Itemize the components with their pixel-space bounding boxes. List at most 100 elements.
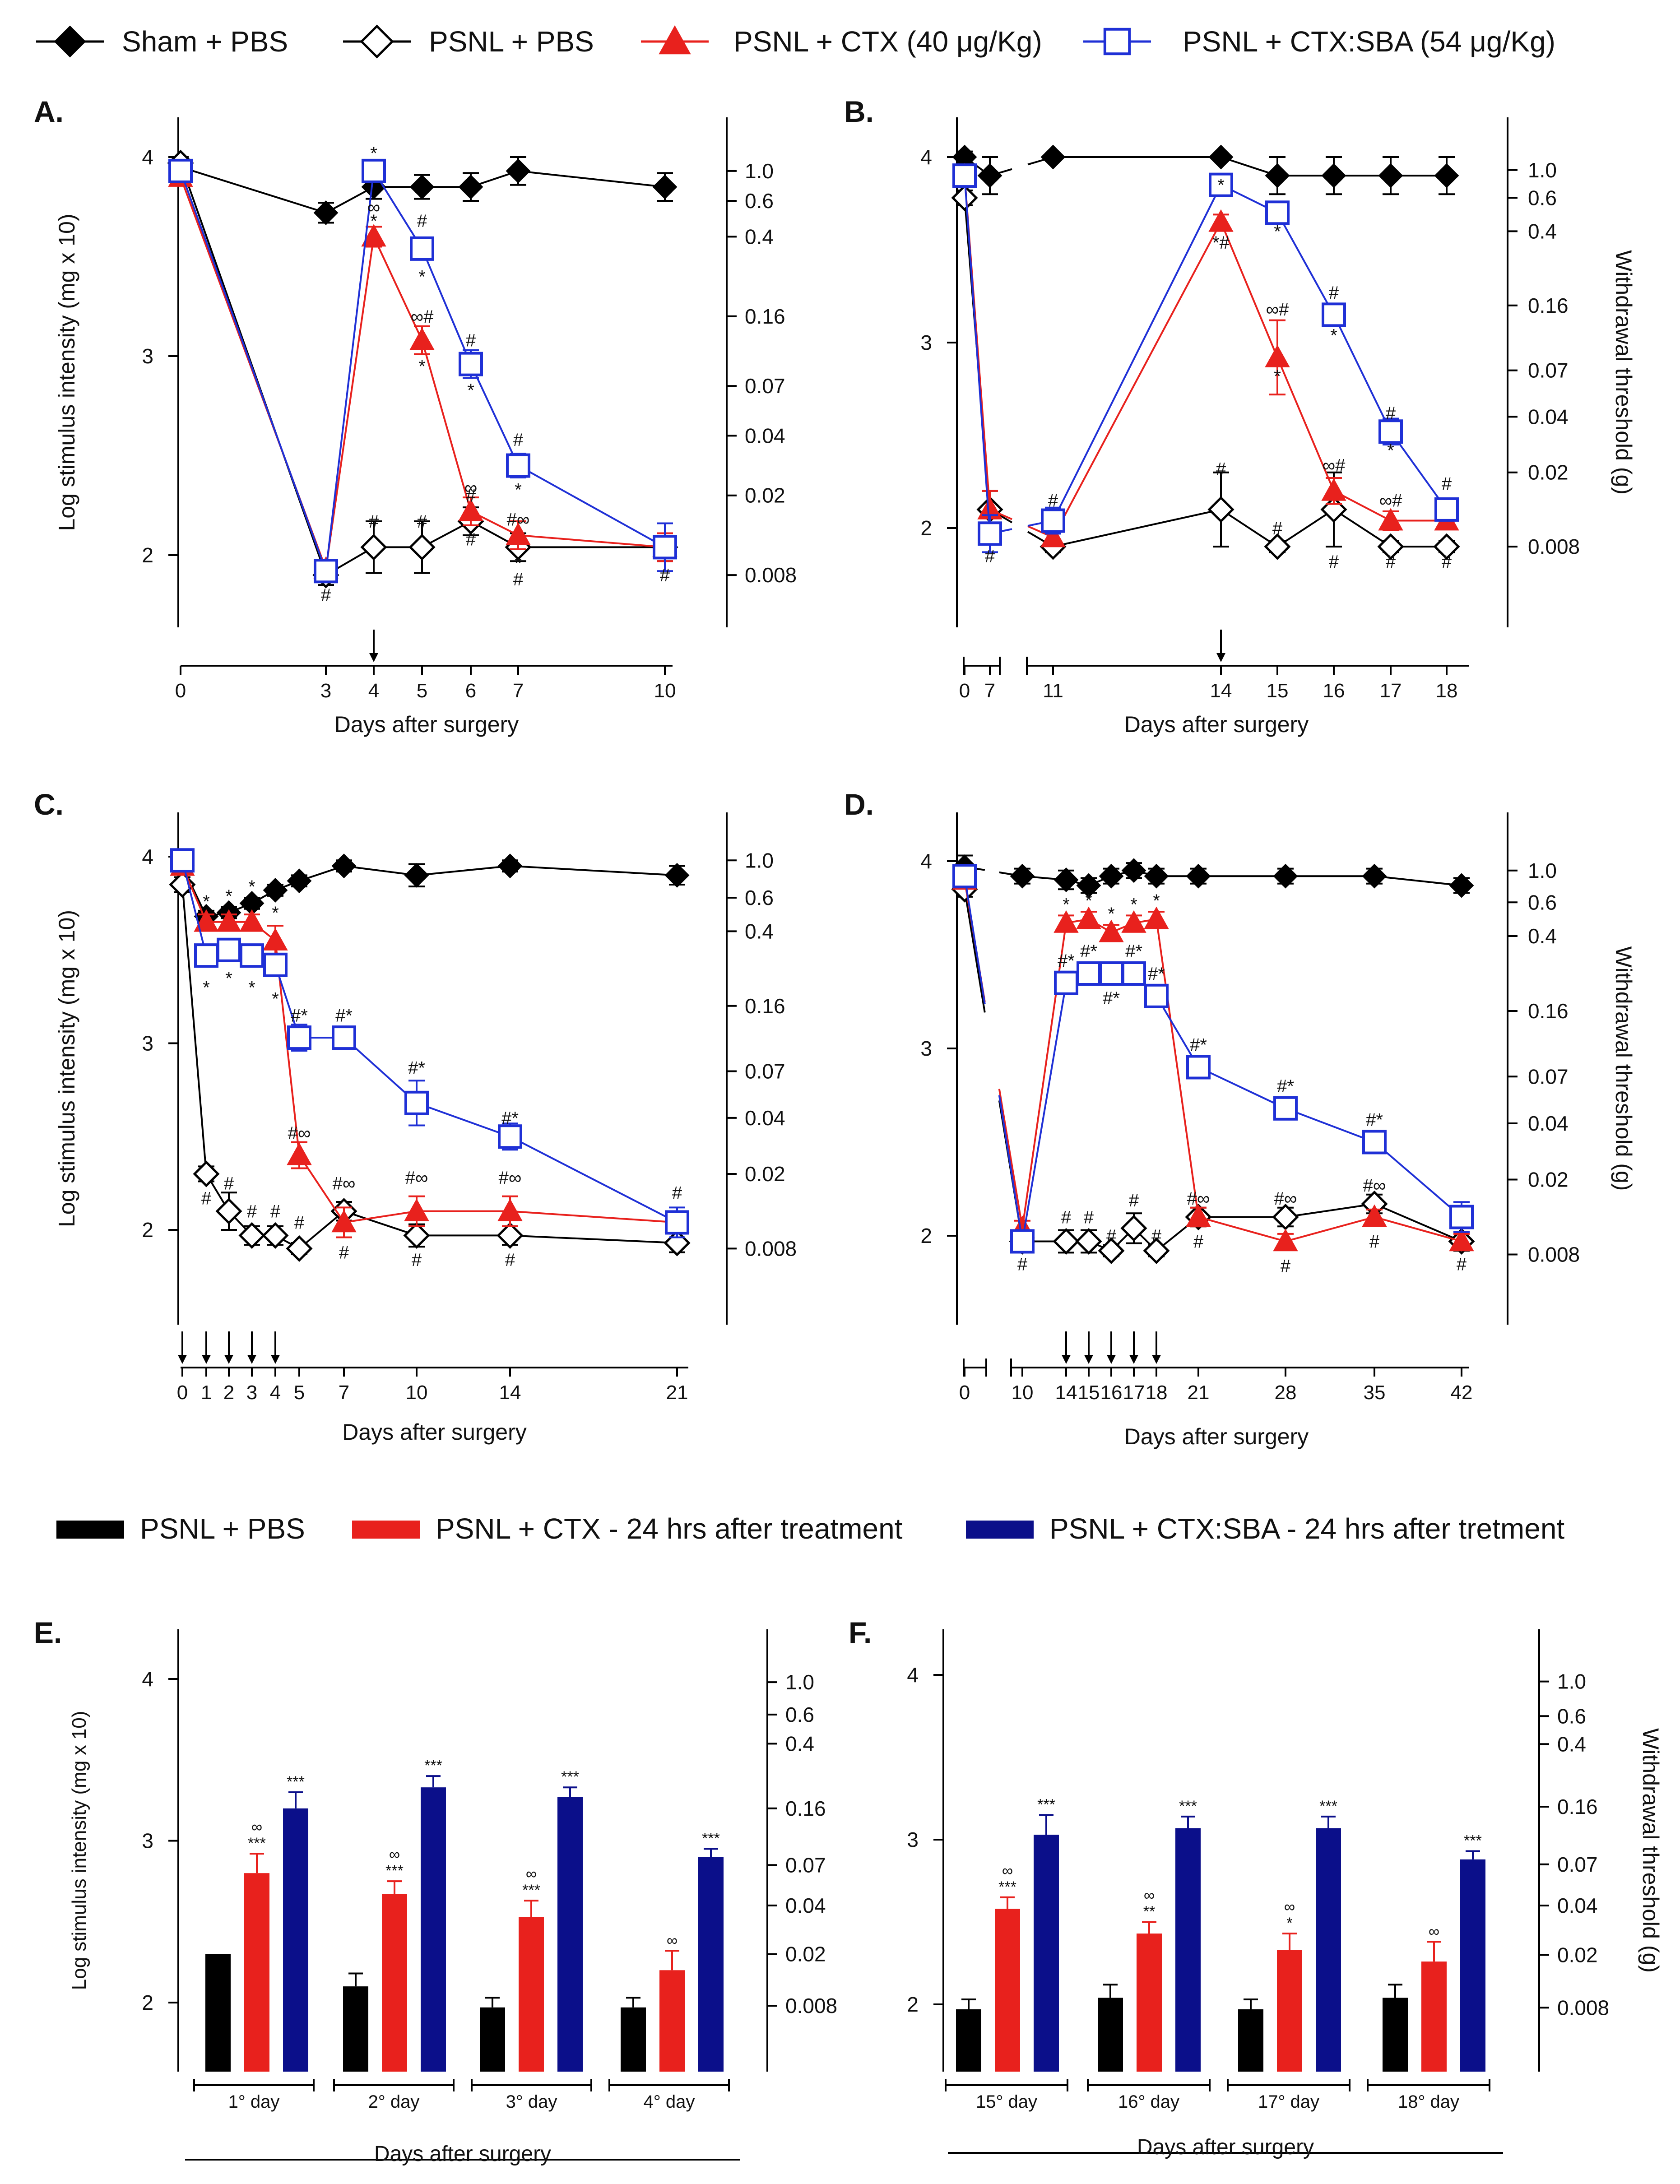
data-point — [1208, 209, 1234, 232]
significance-label: *** — [424, 1757, 442, 1774]
data-point — [1075, 1228, 1102, 1255]
right-tick-label: 0.16 — [1557, 1795, 1598, 1818]
significance-label: ∞# — [1323, 455, 1346, 475]
significance-label: *** — [702, 1830, 720, 1847]
significance-label: #∞ — [333, 1174, 356, 1194]
data-point — [1010, 1229, 1035, 1254]
data-point — [1449, 1205, 1474, 1229]
x-tick-label: 0 — [175, 680, 186, 702]
right-tick-label: 1.0 — [1528, 859, 1557, 882]
bar — [343, 1986, 368, 2072]
treatment-arrow-head-icon — [1084, 1355, 1093, 1364]
data-point — [1122, 961, 1146, 986]
panel-d: D. 2 3 4 1.0 0.6 0.4 0.16 0.07 0.04 0.02 0.008 Withd… — [844, 788, 1636, 1449]
series-line — [1285, 1216, 1375, 1243]
right-tick-label: 0.16 — [745, 305, 785, 328]
series-3 — [170, 848, 689, 1238]
bar — [1383, 1998, 1408, 2072]
data-point — [286, 1235, 313, 1262]
significance-label: #* — [1080, 941, 1097, 961]
data-point — [1186, 863, 1211, 889]
y-axis-title: Log stimulus intensity (mg x 10) — [54, 910, 79, 1227]
x-tick-label: 14 — [1055, 1382, 1077, 1404]
significance-label: ∞ — [1144, 1887, 1155, 1904]
series-line — [1156, 919, 1199, 1217]
significance-label: * — [272, 903, 279, 923]
significance-label: # — [513, 430, 524, 450]
bar — [995, 1909, 1020, 2072]
right-tick-label: 0.02 — [745, 484, 785, 507]
data-point — [653, 535, 677, 560]
data-point — [1273, 1096, 1298, 1121]
significance-label: * — [1130, 895, 1137, 914]
x-tick-label: 35 — [1364, 1382, 1386, 1404]
right-tick-label: 0.07 — [1557, 1853, 1598, 1876]
significance-label: ∞ — [1429, 1923, 1439, 1940]
series-line — [470, 363, 519, 466]
panel-a: A. 2 3 4 1.0 0.6 0.4 0.16 0.07 0.04 0.02 0.008 Log s… — [34, 95, 797, 737]
data-point — [1321, 163, 1346, 188]
significance-label: # — [369, 512, 379, 532]
significance-label: #∞ — [405, 1168, 428, 1188]
significance-label: * — [248, 978, 255, 997]
series-line — [964, 889, 986, 1013]
x-axis-title: Days after surgery — [1124, 712, 1309, 737]
bar — [1316, 1828, 1341, 2072]
significance-label: # — [1061, 1208, 1072, 1228]
right-tick-label: 0.008 — [1557, 1996, 1609, 2019]
series-line — [1220, 509, 1278, 547]
x-tick-label: 10 — [1012, 1382, 1034, 1404]
significance-label: # — [417, 512, 427, 532]
series-line — [180, 166, 326, 214]
significance-label: *** — [522, 1882, 540, 1899]
significance-label: * — [225, 969, 232, 988]
series-line — [518, 170, 665, 188]
right-tick-label: 0.4 — [745, 919, 774, 943]
significance-label: *** — [385, 1862, 404, 1879]
data-point — [1053, 1228, 1080, 1255]
significance-label: * — [1274, 366, 1281, 386]
legend-top-label: PSNL + PBS — [429, 25, 594, 58]
data-point — [1040, 144, 1066, 170]
right-tick-label: 1.0 — [1528, 158, 1557, 182]
data-point — [1144, 906, 1169, 929]
series-line — [180, 171, 327, 571]
legend-top-marker-icon — [1103, 28, 1131, 56]
x-axis-title: Days after surgery — [342, 1419, 526, 1445]
y-tick-label: 3 — [142, 1829, 153, 1853]
series-line — [416, 865, 510, 876]
significance-label: # — [1442, 474, 1452, 494]
data-point — [1207, 496, 1234, 523]
data-point — [1378, 163, 1403, 188]
data-point — [506, 158, 531, 184]
right-tick-label: 0.4 — [1528, 924, 1557, 948]
series-3 — [952, 864, 1474, 1254]
right-tick-label: 0.07 — [785, 1853, 826, 1877]
series-line — [1374, 1216, 1462, 1243]
data-point — [262, 1222, 289, 1249]
data-point — [1077, 961, 1101, 986]
data-point — [408, 533, 436, 561]
right-tick-label: 0.008 — [745, 1237, 797, 1260]
significance-label: #∞ — [507, 510, 530, 530]
significance-label: #* — [291, 1006, 308, 1025]
series-line — [298, 1155, 345, 1223]
data-point — [951, 184, 978, 211]
significance-label: # — [1106, 1226, 1117, 1246]
right-tick-label: 0.6 — [745, 189, 774, 213]
significance-label: # — [412, 1250, 422, 1270]
significance-label: # — [294, 1213, 305, 1233]
significance-label: *** — [1319, 1798, 1337, 1815]
x-tick-label: 7 — [513, 680, 524, 702]
series-0 — [952, 854, 1474, 898]
significance-label: * — [1153, 891, 1160, 911]
series-line — [964, 876, 986, 1004]
x-tick-label: 2 — [223, 1382, 234, 1404]
significance-label: ∞# — [411, 307, 434, 327]
y-tick-label: 2 — [142, 1218, 153, 1242]
x-tick-label: 16 — [1323, 680, 1345, 702]
data-point — [194, 909, 219, 932]
right-tick-label: 1.0 — [745, 849, 774, 872]
